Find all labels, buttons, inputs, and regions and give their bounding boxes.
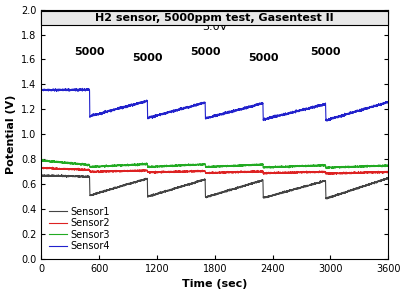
Text: 5000: 5000 [74,47,104,57]
Sensor4 [80,86,85,90]
Sensor2 [333,173,338,176]
Sensor2 [136,169,141,173]
Sensor4 [136,102,141,106]
Sensor1 [385,176,390,180]
Sensor4 [352,110,357,114]
Sensor3 [352,164,357,168]
Sensor2 [39,166,44,170]
Line: Sensor1: Sensor1 [41,175,387,199]
Text: 5000: 5000 [309,47,340,57]
Sensor4 [385,100,390,104]
Sensor2 [385,171,390,174]
Text: 3.0V: 3.0V [202,22,227,32]
Sensor3 [136,163,141,166]
Sensor2 [113,170,118,173]
Sensor4 [248,105,253,109]
Sensor3 [385,164,390,167]
Sensor4 [385,100,390,104]
Sensor2 [248,170,253,173]
Text: 5000: 5000 [132,53,162,63]
Sensor3 [385,163,390,167]
Text: 5000: 5000 [190,47,220,57]
Sensor4 [254,104,259,107]
Sensor4 [113,108,118,111]
Sensor3 [324,167,328,171]
Sensor3 [113,164,118,168]
Sensor1 [39,173,44,177]
Sensor2 [352,171,357,174]
Sensor4 [323,119,328,123]
X-axis label: Time (sec): Time (sec) [181,279,247,289]
Legend: Sensor1, Sensor2, Sensor3, Sensor4: Sensor1, Sensor2, Sensor3, Sensor4 [46,204,113,254]
Line: Sensor4: Sensor4 [41,88,387,121]
Sensor1 [385,176,390,180]
Y-axis label: Potential (V): Potential (V) [6,95,15,174]
Sensor3 [248,163,253,166]
Sensor2 [254,170,259,173]
Sensor1 [113,186,118,189]
Sensor3 [39,159,44,162]
Text: H2 sensor, 5000ppm test, Gasentest II: H2 sensor, 5000ppm test, Gasentest II [95,13,333,23]
Sensor2 [50,165,55,169]
Sensor1 [59,173,64,176]
Line: Sensor3: Sensor3 [41,160,387,169]
Sensor2 [385,170,390,173]
Sensor1 [323,197,328,201]
Text: 5000: 5000 [247,53,277,63]
Sensor1 [352,186,357,190]
FancyBboxPatch shape [41,11,387,25]
Line: Sensor2: Sensor2 [41,167,387,174]
Sensor1 [136,179,141,183]
Sensor3 [254,164,259,167]
Sensor1 [248,182,253,185]
Sensor3 [41,158,46,161]
Sensor4 [39,88,44,92]
Sensor1 [254,180,259,183]
